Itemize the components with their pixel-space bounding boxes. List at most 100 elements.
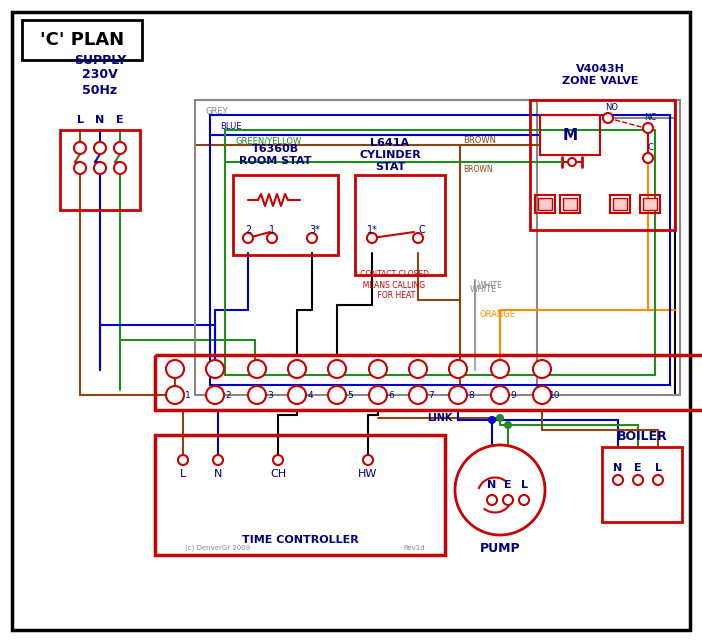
- Text: 3*: 3*: [310, 225, 320, 235]
- Text: 10: 10: [549, 390, 561, 399]
- Circle shape: [94, 162, 106, 174]
- Circle shape: [455, 445, 545, 535]
- Circle shape: [363, 455, 373, 465]
- Text: CH: CH: [270, 469, 286, 479]
- Circle shape: [248, 360, 266, 378]
- Bar: [640, 195, 660, 213]
- Text: ORANGE: ORANGE: [480, 310, 516, 319]
- Circle shape: [248, 386, 266, 404]
- Bar: [563, 198, 577, 210]
- Circle shape: [74, 142, 86, 154]
- Text: C: C: [418, 225, 425, 235]
- Circle shape: [114, 142, 126, 154]
- Bar: [538, 198, 552, 210]
- Text: E: E: [117, 115, 124, 125]
- Text: NO: NO: [606, 103, 618, 113]
- Text: 1*: 1*: [366, 225, 378, 235]
- Text: 2: 2: [245, 225, 251, 235]
- Bar: [233, 175, 338, 255]
- Bar: [155, 355, 702, 410]
- Circle shape: [288, 360, 306, 378]
- Circle shape: [178, 455, 188, 465]
- Circle shape: [409, 360, 427, 378]
- Circle shape: [613, 475, 623, 485]
- Text: 4: 4: [307, 390, 313, 399]
- Bar: [540, 115, 600, 155]
- Circle shape: [533, 360, 551, 378]
- Circle shape: [328, 386, 346, 404]
- Text: L: L: [654, 463, 661, 473]
- Circle shape: [243, 233, 253, 243]
- Text: BROWN: BROWN: [463, 165, 493, 174]
- Text: 5: 5: [347, 390, 353, 399]
- Text: 3: 3: [267, 390, 273, 399]
- Text: (c) DenverGr 2009: (c) DenverGr 2009: [185, 545, 250, 551]
- Circle shape: [491, 386, 509, 404]
- Text: N: N: [614, 463, 623, 473]
- Circle shape: [369, 386, 387, 404]
- Circle shape: [166, 360, 184, 378]
- Text: N: N: [214, 469, 223, 479]
- Bar: [60, 130, 140, 210]
- Text: SUPPLY
230V
50Hz: SUPPLY 230V 50Hz: [74, 53, 126, 97]
- Circle shape: [505, 422, 511, 428]
- Text: E: E: [504, 480, 512, 490]
- Text: * CONTACT CLOSED
  MEANS CALLING
    FOR HEAT: * CONTACT CLOSED MEANS CALLING FOR HEAT: [355, 270, 430, 300]
- Bar: [355, 175, 445, 275]
- Circle shape: [206, 386, 224, 404]
- Circle shape: [491, 360, 509, 378]
- Text: 1: 1: [185, 390, 191, 399]
- Circle shape: [413, 233, 423, 243]
- Text: 8: 8: [468, 390, 474, 399]
- Circle shape: [449, 386, 467, 404]
- Circle shape: [367, 233, 377, 243]
- Text: T6360B
ROOM STAT: T6360B ROOM STAT: [239, 144, 311, 166]
- Circle shape: [497, 415, 503, 421]
- Text: L: L: [77, 115, 84, 125]
- Text: BOILER: BOILER: [616, 431, 668, 444]
- Bar: [210, 115, 670, 385]
- Circle shape: [307, 233, 317, 243]
- Circle shape: [487, 495, 497, 505]
- Text: L: L: [180, 469, 186, 479]
- Text: C: C: [647, 144, 653, 153]
- Bar: [602, 447, 682, 522]
- Circle shape: [643, 123, 653, 133]
- Circle shape: [643, 153, 653, 163]
- Text: 'C' PLAN: 'C' PLAN: [40, 31, 124, 49]
- Text: 2: 2: [225, 390, 231, 399]
- Circle shape: [533, 386, 551, 404]
- Bar: [610, 195, 630, 213]
- Text: GREEN/YELLOW: GREEN/YELLOW: [235, 137, 301, 146]
- Circle shape: [288, 386, 306, 404]
- Text: HW: HW: [358, 469, 378, 479]
- Text: WHITE: WHITE: [478, 281, 503, 290]
- Circle shape: [409, 386, 427, 404]
- Circle shape: [166, 386, 184, 404]
- Bar: [613, 198, 627, 210]
- Circle shape: [94, 142, 106, 154]
- Text: 7: 7: [428, 390, 434, 399]
- Circle shape: [213, 455, 223, 465]
- Circle shape: [74, 162, 86, 174]
- Bar: [195, 100, 680, 395]
- Bar: [155, 435, 445, 555]
- Text: NC: NC: [644, 113, 656, 122]
- Circle shape: [603, 113, 613, 123]
- Circle shape: [206, 360, 224, 378]
- Circle shape: [114, 162, 126, 174]
- Circle shape: [653, 475, 663, 485]
- Bar: [225, 130, 655, 375]
- Text: 9: 9: [510, 390, 516, 399]
- Circle shape: [519, 495, 529, 505]
- Text: E: E: [634, 463, 642, 473]
- Text: LINK: LINK: [428, 413, 453, 423]
- Text: WHITE: WHITE: [470, 285, 498, 294]
- Circle shape: [328, 360, 346, 378]
- Text: BROWN: BROWN: [463, 136, 496, 145]
- Bar: [560, 195, 580, 213]
- Circle shape: [449, 360, 467, 378]
- Bar: [530, 100, 675, 230]
- Circle shape: [503, 495, 513, 505]
- Text: 6: 6: [388, 390, 394, 399]
